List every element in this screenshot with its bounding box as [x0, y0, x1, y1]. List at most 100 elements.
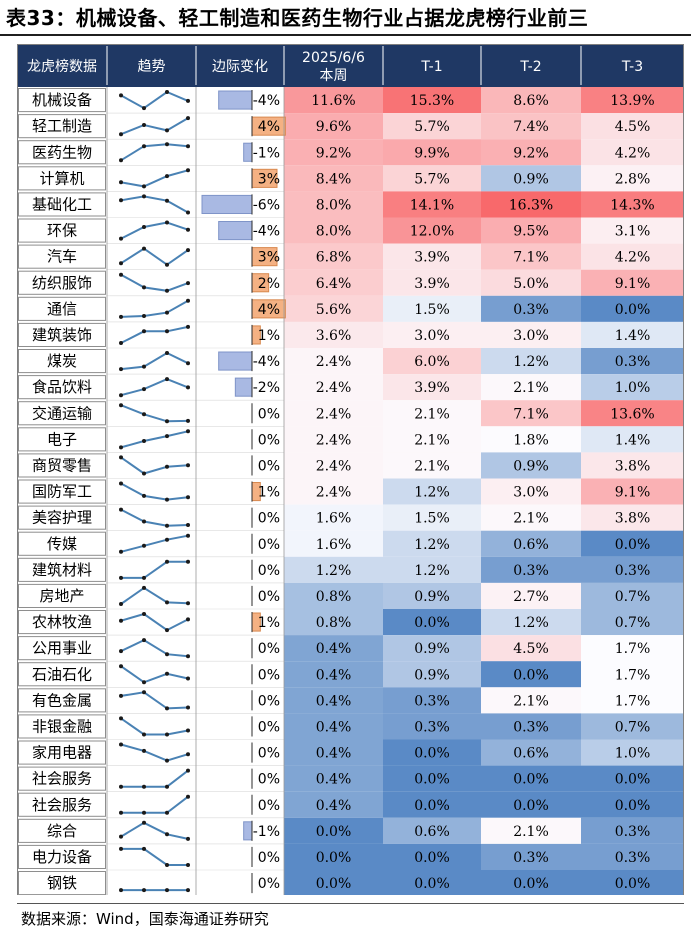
cell-value: 1.2%	[513, 354, 549, 370]
trend-point	[186, 863, 190, 867]
heat-cell	[581, 817, 684, 844]
heat-cell	[481, 739, 581, 766]
heat-cell	[481, 217, 581, 244]
trend-point	[165, 497, 169, 502]
trend-point	[186, 888, 190, 893]
trend-point	[165, 652, 169, 657]
cell-value: 1.6%	[316, 511, 352, 527]
source-note: 数据来源：Wind，国泰海通证券研究	[21, 910, 269, 928]
trend-line	[120, 273, 189, 292]
trend-point	[119, 236, 123, 241]
cell-value: 0.0%	[615, 876, 651, 892]
cell-value: 0.4%	[316, 772, 352, 788]
heat-cell	[284, 582, 383, 609]
heat-cell	[383, 504, 481, 531]
cell-value: 0.7%	[615, 615, 651, 631]
cell-value: 0.3%	[513, 563, 549, 579]
heat-cell	[284, 661, 383, 688]
trend-line	[120, 378, 189, 397]
margin-value: 0%	[258, 876, 280, 892]
margin-value: -4%	[253, 224, 280, 240]
cell-value: 1.2%	[316, 563, 352, 579]
cell-value: 1.2%	[414, 563, 450, 579]
trend-point	[142, 364, 146, 369]
heat-cell	[581, 426, 684, 453]
column-header: 本周	[320, 68, 348, 84]
cell-value: 9.2%	[513, 145, 549, 161]
cell-value: 0.0%	[414, 798, 450, 814]
cell-value: 5.6%	[316, 302, 352, 318]
trend-point	[119, 549, 123, 554]
trend-point	[142, 225, 146, 229]
cell-value: 1.7%	[615, 693, 651, 709]
trend-point	[119, 132, 123, 137]
trend-point	[119, 261, 123, 266]
heat-cell	[481, 374, 581, 401]
trend-point	[186, 768, 190, 773]
margin-value: 0%	[258, 798, 280, 814]
margin-value: -1%	[253, 824, 280, 840]
cell-value: 0.0%	[615, 537, 651, 553]
heat-cell	[383, 817, 481, 844]
heat-cell	[284, 687, 383, 714]
trend-point	[142, 387, 146, 392]
column-header: 趋势	[138, 59, 166, 75]
industry-name: 纺织服饰	[32, 274, 92, 292]
trend-point	[119, 403, 123, 408]
trend-point	[186, 168, 190, 173]
cell-value: 9.2%	[316, 145, 352, 161]
trend-point	[119, 834, 123, 839]
cell-value: 2.1%	[414, 432, 450, 448]
trend-point	[165, 706, 169, 711]
heat-cell	[481, 269, 581, 296]
trend-point	[186, 533, 190, 538]
margin-value: 0%	[258, 746, 280, 762]
trend-point	[165, 671, 169, 676]
industry-cell	[18, 505, 106, 530]
trend-point	[142, 585, 146, 590]
cell-value: 0.0%	[513, 667, 549, 683]
trend-point	[119, 367, 123, 372]
trend-point	[142, 106, 146, 111]
cell-value: 0.7%	[615, 589, 651, 605]
cell-value: 3.8%	[615, 458, 651, 474]
heat-cell	[581, 713, 684, 740]
trend-line	[120, 508, 189, 527]
cell-value: 1.6%	[316, 537, 352, 553]
cell-value: 16.3%	[509, 197, 553, 213]
trend-point	[119, 272, 123, 277]
margin-value: 0%	[258, 511, 280, 527]
cell-value: 13.9%	[610, 93, 654, 109]
heat-cell	[284, 243, 383, 270]
margin-value: 0%	[258, 406, 280, 422]
heat-cell	[581, 739, 684, 766]
heat-cell	[481, 478, 581, 505]
industry-name: 国防军工	[32, 483, 92, 501]
cell-value: 2.4%	[316, 485, 352, 501]
cell-value: 0.4%	[316, 719, 352, 735]
heat-cell	[284, 843, 383, 870]
industry-cell	[18, 766, 106, 791]
cell-value: 2.1%	[513, 511, 549, 527]
heat-cell	[581, 870, 684, 895]
industry-cell	[18, 270, 106, 295]
cell-value: 0.0%	[513, 772, 549, 788]
dragon-tiger-table: 龙虎榜数据 趋势 边际变化 2025/6/6 本周 T-1 T-2 T-3 11.6% 15.3%…	[17, 44, 684, 895]
cell-value: 0.0%	[414, 615, 450, 631]
margin-bar	[218, 90, 253, 110]
cell-value: 4.5%	[513, 641, 549, 657]
trend-point	[119, 649, 123, 654]
cell-value: 9.5%	[513, 224, 549, 240]
trend-point	[186, 210, 190, 215]
heat-cell	[581, 687, 684, 714]
industry-name: 医药生物	[32, 143, 92, 161]
trend-point	[165, 523, 169, 528]
industry-cell	[18, 427, 106, 452]
trend-point	[165, 351, 169, 355]
heat-cell	[383, 843, 481, 870]
cell-value: 1.7%	[615, 641, 651, 657]
heat-cell	[383, 478, 481, 505]
trend-point	[119, 393, 123, 398]
trend-point	[165, 142, 169, 147]
trend-point	[165, 262, 169, 267]
